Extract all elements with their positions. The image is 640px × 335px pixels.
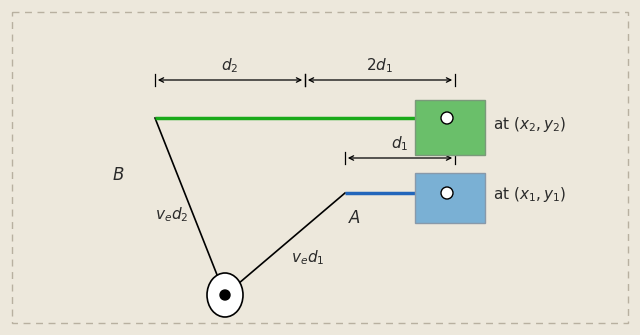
Text: $o_2$: $o_2$ [462, 117, 479, 133]
Circle shape [220, 290, 230, 300]
Circle shape [441, 187, 453, 199]
Text: $2d_1$: $2d_1$ [367, 56, 394, 75]
Ellipse shape [207, 273, 243, 317]
Text: $v_e d_1$: $v_e d_1$ [291, 249, 324, 267]
Text: $B$: $B$ [112, 166, 124, 184]
Bar [415, 100, 485, 155]
Text: $o_1$: $o_1$ [462, 187, 479, 203]
Text: $v_e d_2$: $v_e d_2$ [156, 206, 189, 224]
Circle shape [441, 112, 453, 124]
Text: at $(x_1, y_1)$: at $(x_1, y_1)$ [493, 186, 566, 204]
Text: at $(x_2, y_2)$: at $(x_2, y_2)$ [493, 116, 566, 134]
Bar [415, 173, 485, 223]
Text: $d_1$: $d_1$ [391, 134, 409, 153]
Text: $A$: $A$ [348, 209, 362, 227]
Text: $d_2$: $d_2$ [221, 56, 239, 75]
